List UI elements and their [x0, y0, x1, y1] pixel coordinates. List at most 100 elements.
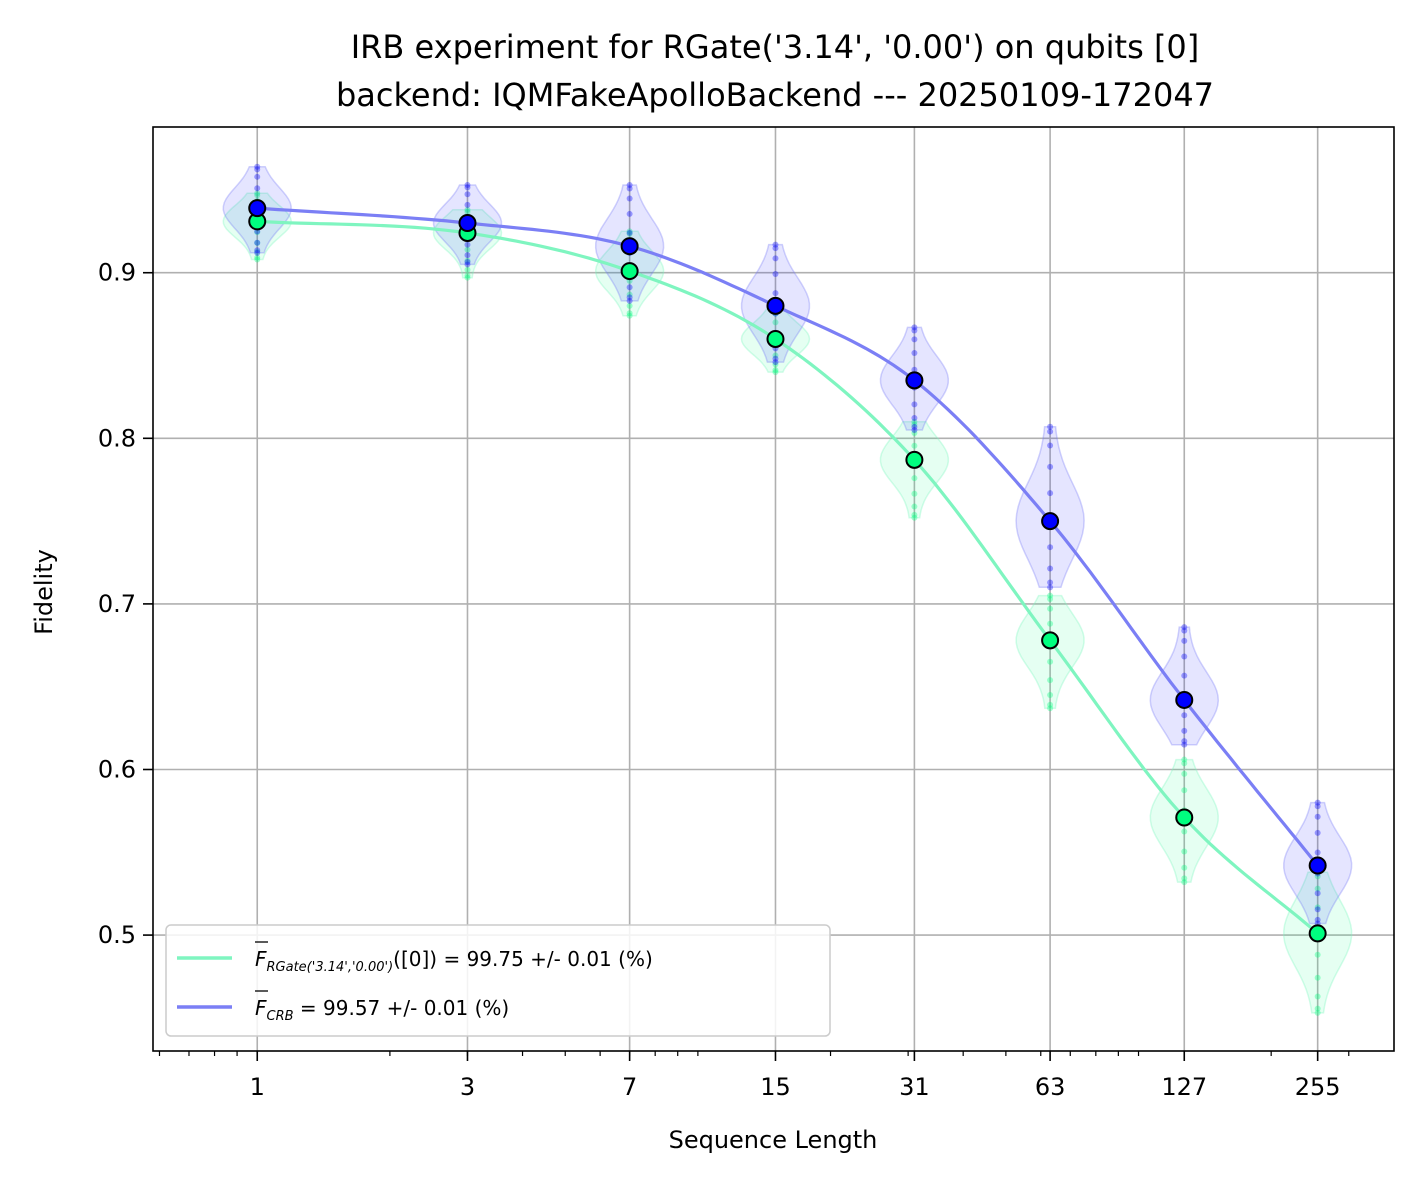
sample-dot-irb-6-3 — [1181, 848, 1188, 855]
sample-dot-irb-5-0 — [1047, 705, 1054, 712]
legend-irb-value: ([0]) = 99.75 +/- 0.01 (%) — [393, 947, 653, 971]
sample-dot-crb-7-6 — [1314, 829, 1321, 836]
sample-dot-irb-1-8 — [464, 208, 471, 215]
sample-dot-crb-7-3 — [1314, 890, 1321, 897]
x-tick-label-5: 63 — [1035, 1073, 1066, 1101]
legend-crb-value: = 99.57 +/- 0.01 (%) — [294, 996, 510, 1020]
sample-dot-irb-5-9 — [1047, 592, 1054, 599]
sample-dot-irb-6-0 — [1181, 879, 1188, 886]
sample-dot-crb-5-8 — [1047, 428, 1054, 435]
sample-dot-irb-4-1 — [911, 511, 918, 518]
sample-dot-irb-6-9 — [1181, 756, 1188, 763]
violin-irb-5 — [1015, 594, 1085, 709]
sample-dot-irb-2-8 — [626, 230, 633, 237]
chart-title-line1: IRB experiment for RGate('3.14', '0.00')… — [351, 28, 1200, 66]
sample-dot-irb-3-1 — [772, 367, 779, 374]
sample-dot-crb-5-9 — [1047, 423, 1054, 430]
sample-dot-irb-0-4 — [254, 229, 261, 236]
sample-dot-crb-1-3 — [464, 241, 471, 248]
sample-dot-irb-1-2 — [464, 266, 471, 273]
violin-crb-5 — [1015, 425, 1085, 589]
sample-dot-crb-0-2 — [254, 239, 261, 246]
legend-crb-subscript: CRB — [267, 1009, 294, 1024]
point-crb-2 — [620, 237, 639, 256]
sample-dot-crb-6-9 — [1181, 624, 1188, 631]
sample-dot-crb-5-0 — [1047, 584, 1054, 591]
sample-dot-irb-3-6 — [772, 319, 779, 326]
sample-dot-irb-1-0 — [464, 274, 471, 281]
fit-curves — [257, 206, 1319, 935]
point-irb-5 — [1041, 631, 1060, 650]
sample-dot-irb-7-3 — [1314, 974, 1321, 981]
sample-dot-crb-1-9 — [464, 181, 471, 188]
legend-entry-irb: FRGate('3.14','0.00')([0]) = 99.75 +/- 0… — [255, 947, 653, 975]
sample-dot-crb-1-7 — [464, 191, 471, 198]
sample-dot-crb-3-6 — [772, 270, 779, 277]
sample-dot-irb-7-4 — [1314, 951, 1321, 958]
sample-dot-crb-4-6 — [911, 350, 918, 357]
point-crb-5 — [1041, 512, 1060, 531]
sample-dot-irb-5-8 — [1047, 596, 1054, 603]
sample-dot-crb-1-2 — [464, 252, 471, 259]
sample-dot-irb-7-0 — [1314, 1009, 1321, 1016]
sample-dot-crb-3-9 — [772, 241, 779, 248]
sample-dot-irb-6-4 — [1181, 828, 1188, 835]
sample-dot-crb-5-1 — [1047, 579, 1054, 586]
sample-dot-irb-2-3 — [626, 291, 633, 298]
grid-lines — [153, 127, 1394, 1051]
x-axis-label: Sequence Length — [669, 1126, 878, 1154]
sample-dot-irb-4-0 — [911, 514, 918, 521]
plot-frame — [152, 126, 1395, 1052]
sample-dot-crb-2-2 — [626, 284, 633, 291]
sample-dot-irb-0-0 — [254, 256, 261, 263]
sample-dot-irb-1-4 — [464, 246, 471, 253]
sample-dot-irb-0-2 — [254, 248, 261, 255]
sample-dot-crb-3-1 — [772, 355, 779, 362]
sample-dot-crb-3-5 — [772, 290, 779, 297]
y-tick-label-4: 0.9 — [98, 259, 136, 287]
y-tick-label-2: 0.7 — [98, 590, 136, 618]
x-tick-label-3: 15 — [760, 1073, 791, 1101]
x-tick-label-7: 255 — [1295, 1073, 1341, 1101]
sample-dot-crb-7-7 — [1314, 813, 1321, 820]
sample-dot-crb-3-7 — [772, 255, 779, 262]
sample-dot-crb-5-5 — [1047, 490, 1054, 497]
sample-dot-crb-4-2 — [911, 415, 918, 422]
sample-dot-crb-2-8 — [626, 185, 633, 192]
sample-dot-crb-5-6 — [1047, 463, 1054, 470]
legend-box — [165, 924, 831, 1037]
sample-dot-irb-7-1 — [1314, 1005, 1321, 1012]
sample-dot-crb-6-0 — [1181, 741, 1188, 748]
sample-dot-irb-3-0 — [772, 369, 779, 376]
sample-dot-crb-5-2 — [1047, 565, 1054, 572]
sample-dot-irb-5-7 — [1047, 605, 1054, 612]
sample-dot-crb-4-1 — [911, 423, 918, 430]
sample-dot-crb-2-1 — [626, 294, 633, 301]
sample-dot-irb-5-3 — [1047, 677, 1054, 684]
sample-dot-irb-5-4 — [1047, 658, 1054, 665]
sample-dot-crb-6-2 — [1181, 727, 1188, 734]
sample-dot-crb-2-9 — [626, 181, 633, 188]
fit-line-crb — [257, 206, 1319, 867]
y-tick-label-3: 0.8 — [98, 424, 136, 452]
sample-dot-crb-0-8 — [254, 166, 261, 173]
sample-dot-irb-7-2 — [1314, 993, 1321, 1000]
sample-dot-irb-4-3 — [911, 490, 918, 497]
sample-dot-crb-7-5 — [1314, 849, 1321, 856]
sample-dot-irb-6-1 — [1181, 875, 1188, 882]
sample-dot-crb-3-0 — [772, 359, 779, 366]
sample-dot-crb-6-8 — [1181, 627, 1188, 634]
sample-dot-irb-5-2 — [1047, 692, 1054, 699]
sample-dot-crb-0-9 — [254, 163, 261, 170]
sample-dot-irb-1-3 — [464, 257, 471, 264]
legend-entry-crb: FCRB = 99.57 +/- 0.01 (%) — [255, 996, 509, 1024]
sample-dot-crb-4-8 — [911, 327, 918, 334]
x-axis-ticks: 1 3 7 15 31 63 127 255 — [158, 1051, 1350, 1101]
sample-dot-crb-7-1 — [1314, 916, 1321, 923]
point-irb-3 — [766, 329, 785, 348]
sample-dot-crb-6-3 — [1181, 712, 1188, 719]
sample-dot-crb-4-0 — [911, 427, 918, 434]
sample-dot-crb-4-3 — [911, 401, 918, 408]
sample-dot-crb-3-8 — [772, 245, 779, 252]
legend: FRGate('3.14','0.00')([0]) = 99.75 +/- 0… — [165, 924, 831, 1037]
